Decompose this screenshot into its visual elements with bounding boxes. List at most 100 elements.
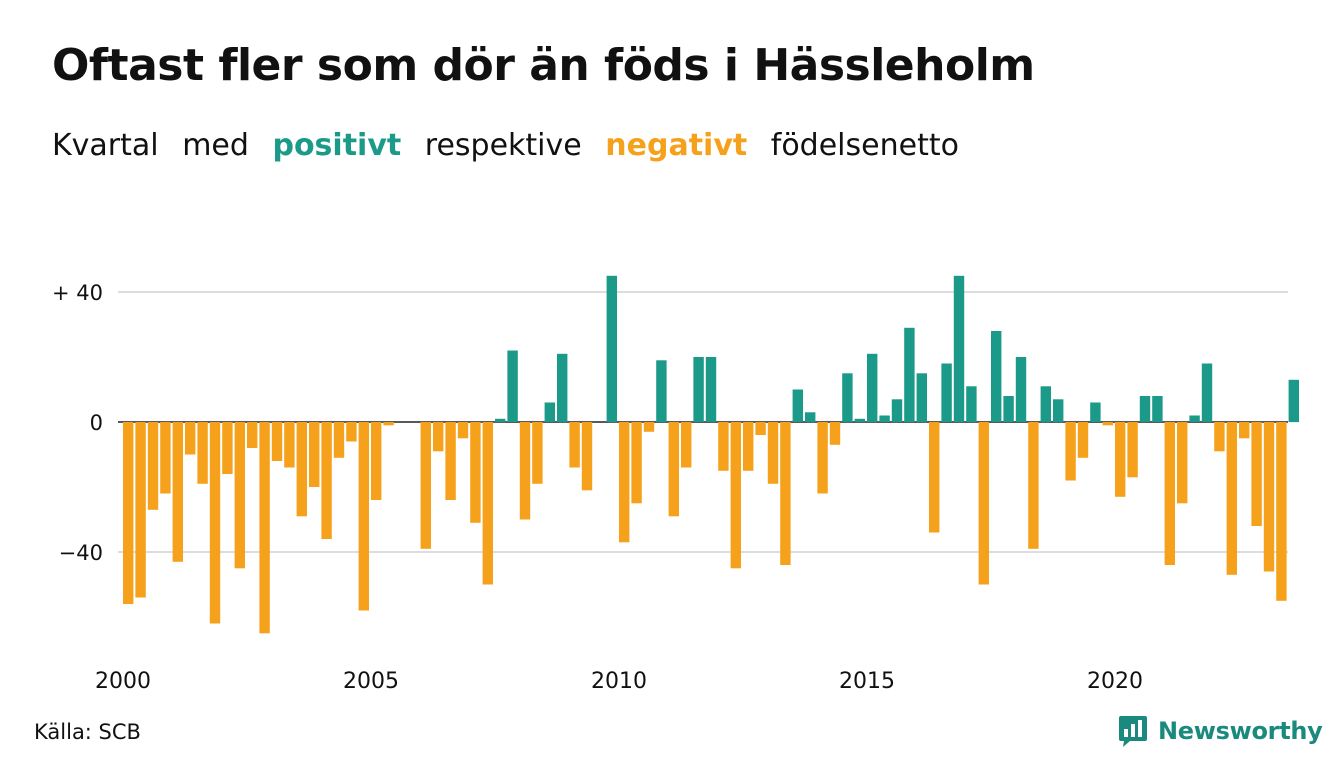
bar-negative [1263,422,1275,572]
bars [123,275,1299,634]
bar-negative [767,422,779,484]
bar-negative [755,422,766,435]
bar-negative [1028,422,1039,549]
bar-positive [495,418,506,423]
bar-positive [1040,386,1051,423]
bar-positive [1189,415,1200,422]
bar-negative [234,422,245,569]
bar-positive [966,386,977,423]
bar-negative [346,422,357,442]
subtitle-negative-word: negativt [605,128,748,163]
subtitle-word: Kvartal [52,128,159,163]
axes: + 40 0 −40 2000 2005 2010 2015 2020 [52,281,1143,694]
bar-negative [482,422,493,585]
chart-title: Oftast fler som dör än föds i Hässleholm [52,40,1035,91]
bar-negative [1251,422,1262,526]
bar-positive [854,418,865,423]
bar-negative [420,422,431,549]
bar-negative [1214,422,1225,452]
x-tick-label: 2020 [1087,669,1143,694]
y-tick-label: 0 [90,411,103,435]
bar-positive [805,412,816,423]
bar-positive [1288,379,1299,423]
bar-negative [470,422,481,523]
subtitle-positive-word: positivt [272,128,402,163]
bar-negative [643,422,655,432]
x-tick-label: 2005 [343,669,399,694]
bar-negative [147,422,159,510]
bar-negative [681,422,692,468]
bar-positive [1003,396,1014,422]
subtitle-word: med [182,128,249,163]
bar-positive [1053,399,1064,423]
bar-negative [631,422,642,504]
bar-positive [792,389,803,422]
bar-negative [929,422,940,533]
subtitle-word: respektive [424,128,582,163]
bar-positive [1201,363,1213,422]
bar-negative [829,422,841,445]
bar-negative [197,422,208,484]
bar-negative [817,422,828,494]
bar-positive [544,402,555,422]
bar-negative [619,422,630,543]
bar-positive [879,415,890,422]
bar-negative [247,422,258,448]
source-note: Källa: SCB [34,720,141,744]
bar-negative [383,422,394,426]
newsworthy-logo-icon [1119,716,1147,747]
bar-negative [1164,422,1175,565]
bar-positive [953,275,965,423]
bar-negative [123,422,134,604]
bar-negative [1115,422,1126,497]
bar-negative [333,422,345,458]
bar-positive [1015,357,1027,422]
bar-negative [978,422,989,585]
bar-positive [1090,402,1101,422]
bar-negative [780,422,791,565]
bar-positive [842,373,853,423]
bar-negative [433,422,444,452]
y-tick-label: −40 [59,541,103,565]
bar-positive [991,331,1002,422]
logo-text: Newsworthy [1158,717,1323,745]
subtitle-word: födelsenetto [770,128,959,163]
bar-positive [693,357,704,422]
bar-negative [532,422,543,484]
bar-negative [1102,422,1113,426]
bar-negative [1077,422,1089,458]
bar-negative [730,422,741,569]
bar-negative [1239,422,1250,439]
bar-chart: + 40 0 −40 2000 2005 2010 2015 2020 [52,275,1299,694]
bar-negative [1276,422,1287,601]
bar-negative [718,422,729,471]
x-tick-label: 2000 [95,669,151,694]
bar-negative [358,422,369,611]
bar-positive [656,360,667,423]
x-tick-label: 2010 [591,669,647,694]
bar-negative [259,422,270,634]
bar-negative [271,422,283,461]
bar-positive [705,357,717,422]
bar-negative [519,422,531,520]
bar-negative [185,422,196,455]
bar-negative [668,422,679,517]
bar-negative [296,422,307,517]
bar-negative [581,422,593,491]
bar-negative [1127,422,1138,478]
bar-positive [606,275,617,423]
bar-positive [904,327,915,423]
bar-negative [1065,422,1076,481]
bar-negative [1177,422,1188,504]
bar-positive [1152,396,1163,422]
bar-negative [445,422,456,500]
bar-positive [1139,396,1151,422]
bar-negative [172,422,183,562]
bar-negative [222,422,233,474]
bar-negative [457,422,469,439]
newsworthy-logo[interactable]: Newsworthy [1118,714,1323,748]
bar-positive [867,353,878,423]
bar-negative [160,422,171,494]
bar-negative [743,422,754,471]
bar-negative [321,422,332,539]
